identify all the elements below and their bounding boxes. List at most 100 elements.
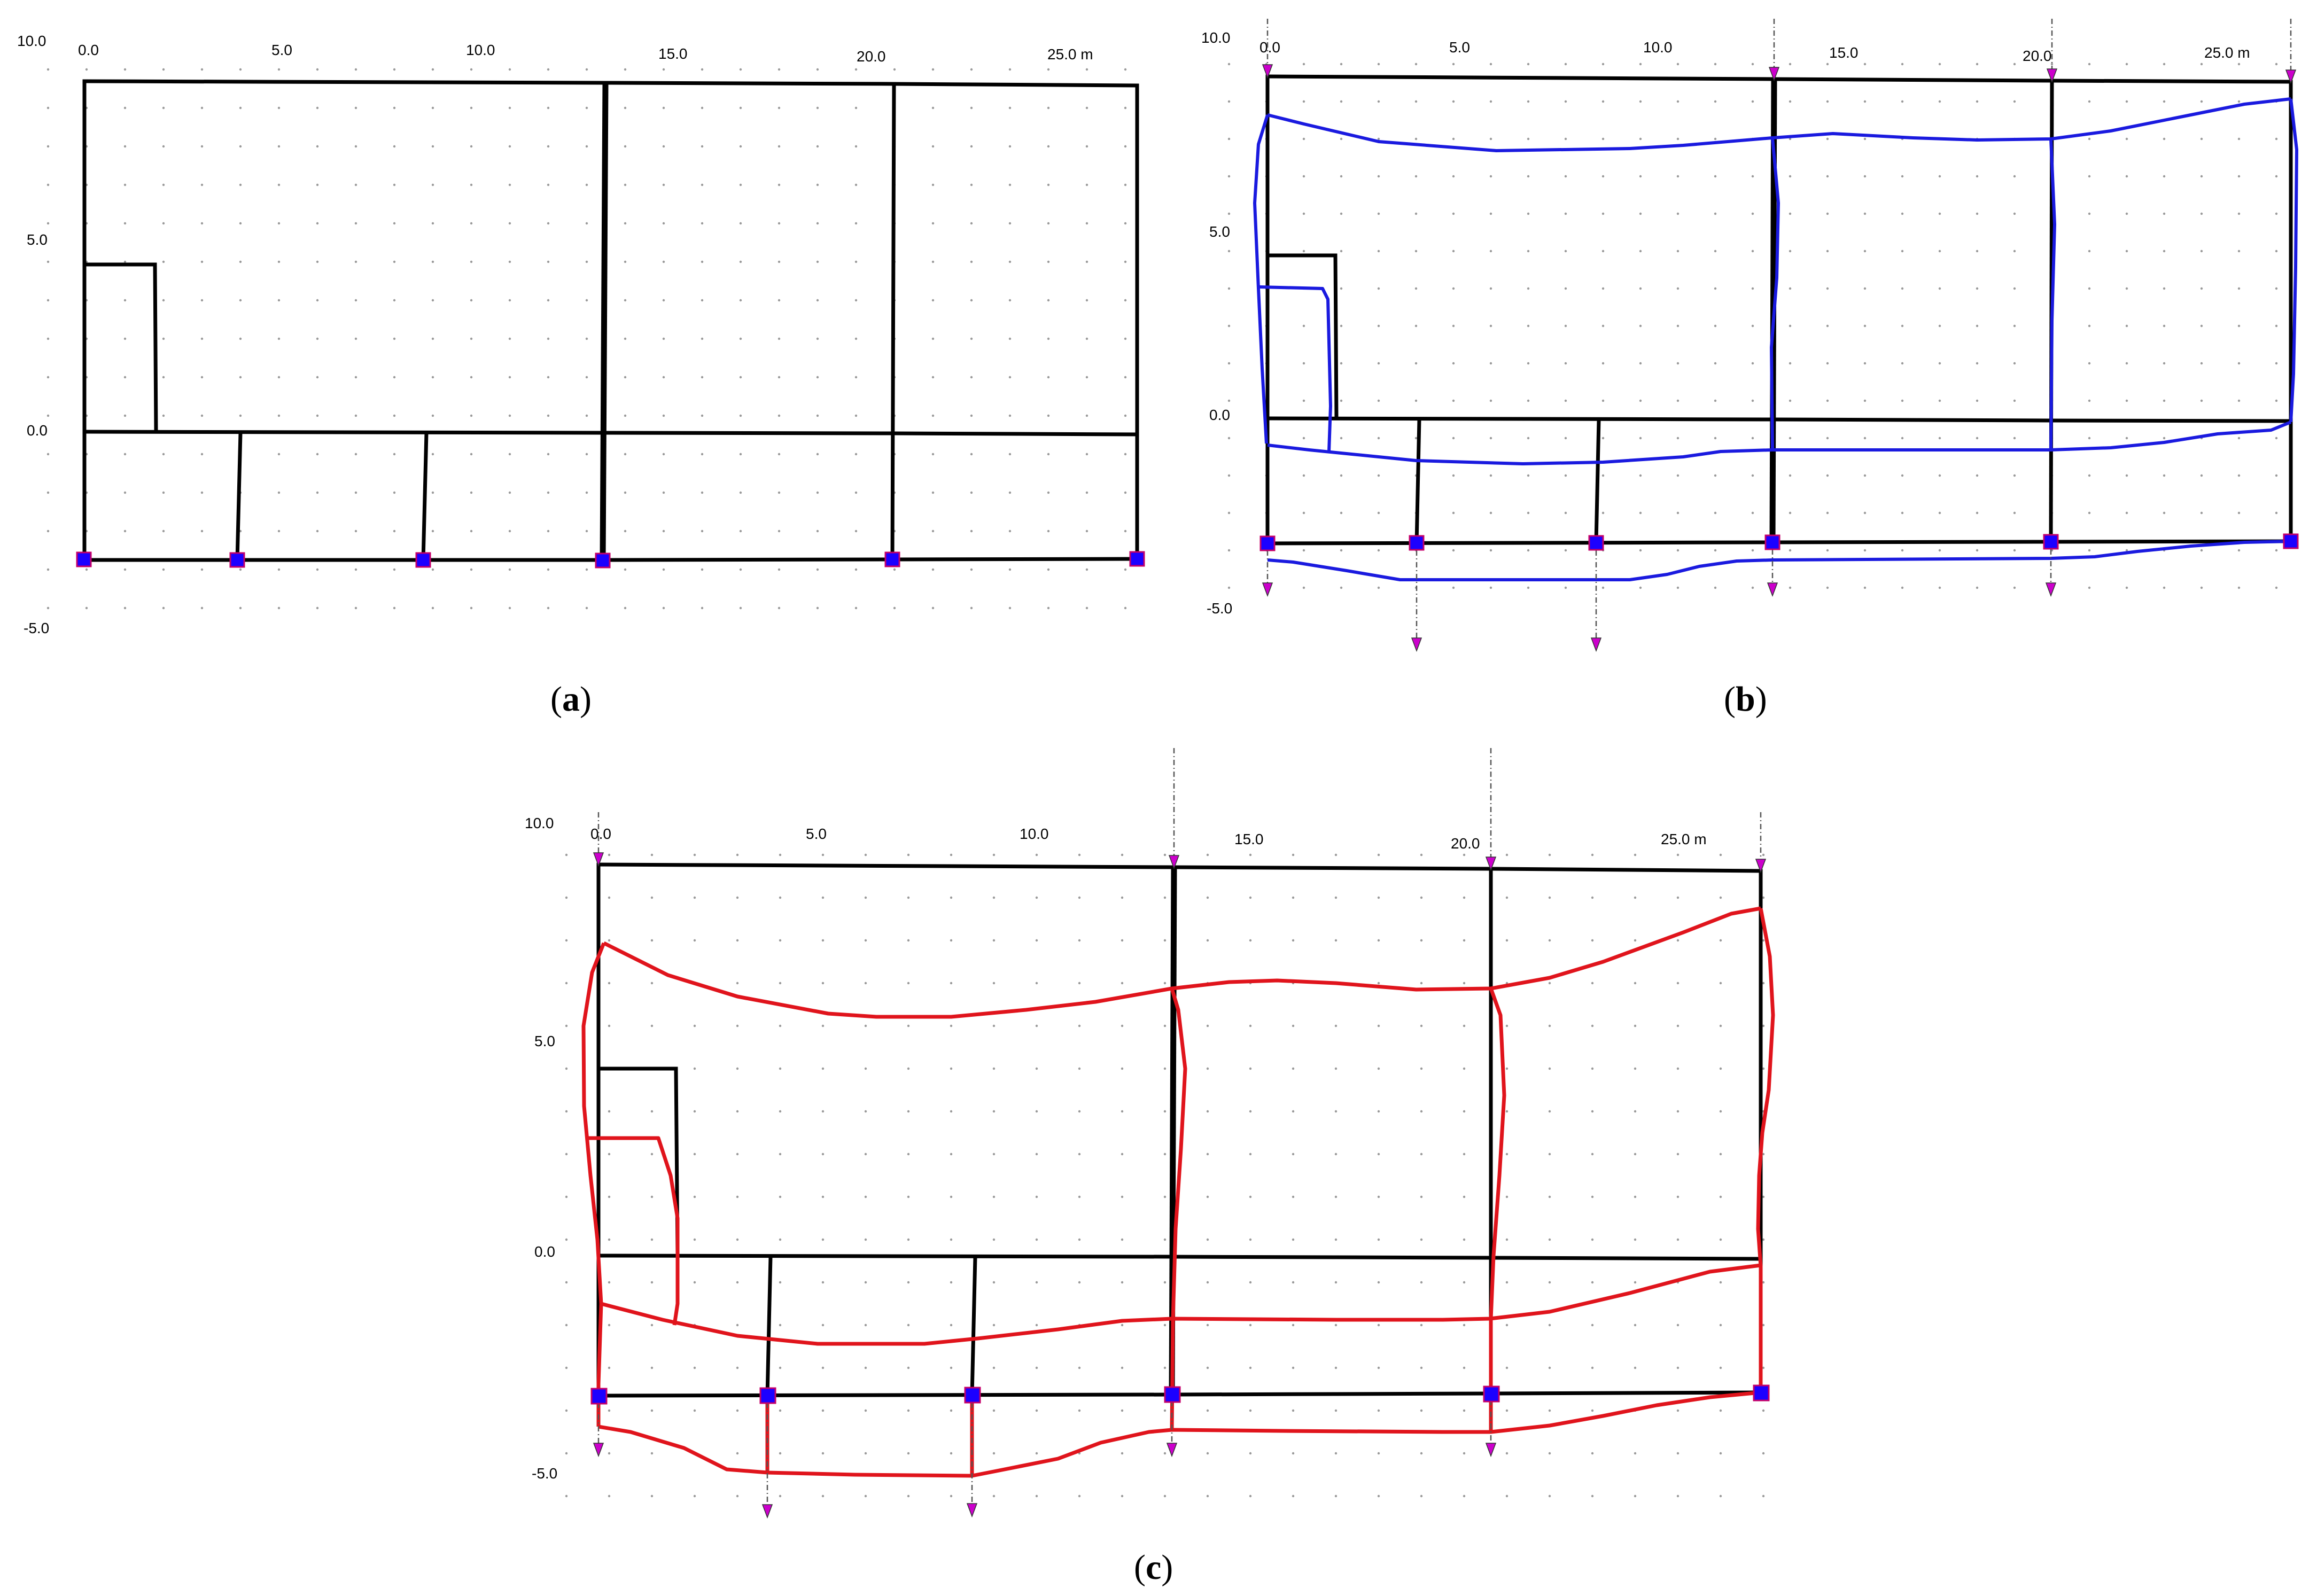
grid-dot: [1564, 100, 1567, 103]
support-node: [1129, 551, 1145, 567]
grid-dot: [907, 1366, 910, 1369]
grid-dot: [508, 376, 511, 379]
grid-dot: [1489, 137, 1492, 141]
grid-dot: [1414, 137, 1418, 141]
support-node: [884, 551, 900, 567]
grid-dot: [1420, 1024, 1423, 1027]
grid-dot: [470, 491, 473, 494]
grid-dot: [277, 183, 281, 186]
grid-dot: [2275, 437, 2278, 440]
grid-dot: [1564, 511, 1567, 515]
grid-dot: [854, 568, 858, 571]
grid-dot: [470, 145, 473, 148]
grid-dot: [508, 337, 511, 340]
grid-dot: [779, 1067, 782, 1070]
grid-dot: [1047, 453, 1050, 456]
grid-dot: [1676, 1409, 1680, 1412]
grid-dot: [1938, 175, 1941, 178]
grid-dot: [1008, 260, 1012, 263]
grid-dot: [2088, 137, 2091, 141]
grid-dot: [970, 491, 973, 494]
grid-dot: [2275, 63, 2278, 66]
grid-dot: [1601, 474, 1605, 477]
grid-dot: [585, 491, 588, 494]
grid-dot: [1789, 511, 1792, 515]
grid-dot: [1564, 437, 1567, 440]
grid-dot: [970, 68, 973, 71]
grid-dot: [2013, 362, 2016, 365]
grid-dot: [354, 453, 357, 456]
grid-dot: [2200, 250, 2203, 253]
support-node: [229, 552, 245, 568]
grid-dot: [693, 939, 696, 942]
grid-dot: [470, 299, 473, 302]
grid-dot: [1714, 511, 1717, 515]
grid-dot: [1639, 474, 1642, 477]
grid-dot: [393, 337, 396, 340]
grid-dot: [1047, 376, 1050, 379]
grid-dot: [1489, 586, 1492, 589]
grid-dot: [992, 1281, 996, 1284]
grid-dot: [1863, 437, 1867, 440]
grid-dot: [1863, 474, 1867, 477]
grid-dot: [1789, 586, 1792, 589]
grid-dot: [1938, 549, 1941, 552]
grid-dot: [816, 530, 819, 533]
grid-dot: [1377, 250, 1380, 253]
grid-dot: [624, 106, 627, 110]
grid-dot: [650, 1409, 654, 1412]
grid-dot: [1676, 250, 1680, 253]
grid-dot: [470, 183, 473, 186]
grid-dot: [2013, 586, 2016, 589]
panel-c-y-tick: 0.0: [534, 1243, 555, 1260]
grid-dot: [1302, 399, 1305, 402]
grid-dot: [624, 568, 627, 571]
grid-dot: [123, 606, 127, 610]
panel-c-y-tick: -5.0: [532, 1465, 557, 1482]
grid-dot: [970, 568, 973, 571]
grid-dot: [1505, 1452, 1509, 1455]
grid-dot: [1085, 568, 1088, 571]
grid-dot: [662, 106, 665, 110]
grid-dot: [992, 939, 996, 942]
grid-dot: [1714, 287, 1717, 290]
grid-dot: [1639, 63, 1642, 66]
grid-dot: [1676, 511, 1680, 515]
grid-dot: [1826, 437, 1829, 440]
grid-dot: [1719, 939, 1722, 942]
grid-dot: [1714, 250, 1717, 253]
grid-dot: [1719, 1409, 1722, 1412]
grid-dot: [123, 183, 127, 186]
grid-dot: [701, 145, 704, 148]
deformed-base-beam: [598, 1390, 1761, 1478]
grid-dot: [970, 260, 973, 263]
panel-b-x-tick: 25.0 m: [2204, 44, 2250, 61]
grid-dot: [779, 1366, 782, 1369]
grid-dot: [354, 299, 357, 302]
grid-dot: [739, 260, 742, 263]
grid-dot: [701, 68, 704, 71]
grid-dot: [931, 491, 935, 494]
grid-dot: [1121, 1153, 1124, 1156]
grid-dot: [992, 1067, 996, 1070]
grid-dot: [2125, 137, 2128, 141]
grid-dot: [1249, 1323, 1252, 1327]
grid-dot: [1302, 250, 1305, 253]
grid-dot: [693, 1409, 696, 1412]
support-node: [1164, 1386, 1181, 1403]
grid-dot: [662, 260, 665, 263]
grid-dot: [816, 453, 819, 456]
grid-dot: [1078, 1153, 1081, 1156]
grid-dot: [1548, 1323, 1551, 1327]
grid-dot: [2125, 63, 2128, 66]
grid-dot: [1976, 287, 1979, 290]
grid-dot: [1008, 183, 1012, 186]
grid-dot: [2088, 63, 2091, 66]
grid-dot: [821, 1110, 825, 1113]
grid-dot: [1292, 853, 1295, 857]
grid-dot: [1124, 222, 1127, 225]
deformed-small-frame: [588, 1136, 680, 1326]
grid-dot: [2237, 100, 2241, 103]
grid-dot: [1463, 1323, 1466, 1327]
grid-dot: [1227, 287, 1231, 290]
